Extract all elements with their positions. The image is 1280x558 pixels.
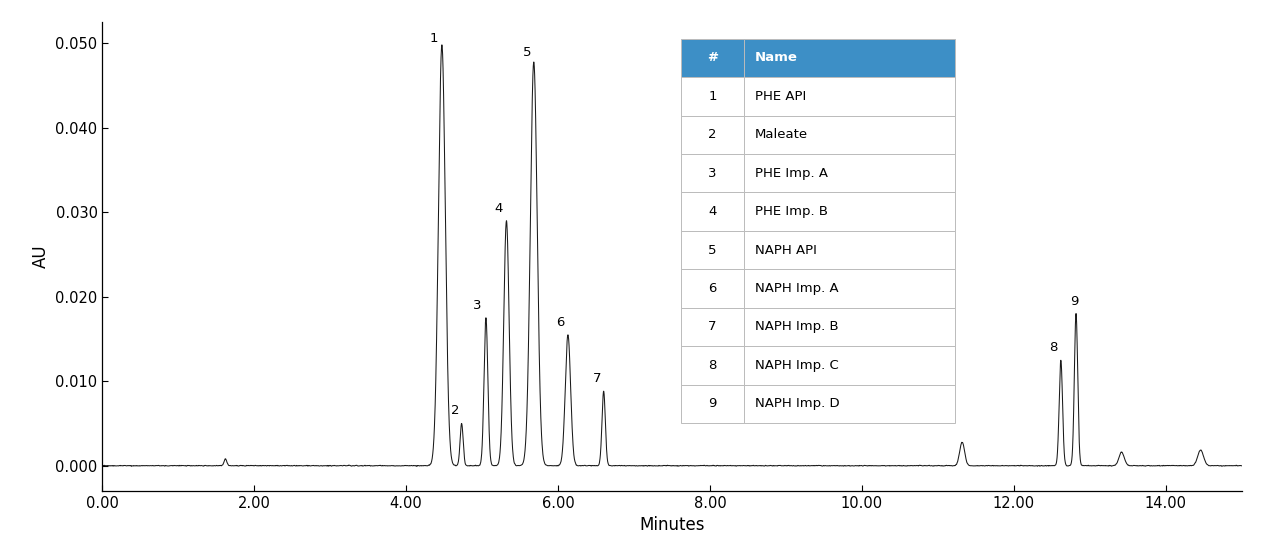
Text: NAPH Imp. A: NAPH Imp. A [755, 282, 838, 295]
Text: PHE Imp. B: PHE Imp. B [755, 205, 828, 218]
Bar [681, 384, 744, 423]
Text: 8: 8 [708, 359, 717, 372]
Bar [744, 346, 955, 384]
Bar [681, 308, 744, 346]
Bar [744, 77, 955, 116]
Text: PHE API: PHE API [755, 90, 806, 103]
Bar [744, 116, 955, 154]
Text: 5: 5 [708, 244, 717, 257]
Bar [681, 154, 744, 193]
Y-axis label: AU: AU [32, 245, 50, 268]
Text: 7: 7 [594, 373, 602, 386]
Text: 4: 4 [708, 205, 717, 218]
Bar [744, 193, 955, 231]
Bar [681, 116, 744, 154]
Bar [681, 346, 744, 384]
Bar [681, 39, 744, 77]
Text: 7: 7 [708, 320, 717, 334]
Bar [744, 270, 955, 308]
Text: NAPH API: NAPH API [755, 244, 817, 257]
Bar [744, 384, 955, 423]
Text: NAPH Imp. D: NAPH Imp. D [755, 397, 840, 410]
Text: 1: 1 [708, 90, 717, 103]
Text: #: # [707, 51, 718, 64]
Text: 2: 2 [708, 128, 717, 141]
Text: 3: 3 [474, 299, 481, 312]
Text: 9: 9 [1070, 295, 1079, 308]
Text: Maleate: Maleate [755, 128, 808, 141]
Text: 3: 3 [708, 167, 717, 180]
Text: PHE Imp. A: PHE Imp. A [755, 167, 828, 180]
Bar [744, 231, 955, 270]
X-axis label: Minutes: Minutes [639, 517, 705, 535]
Text: 4: 4 [494, 202, 502, 215]
Bar [681, 231, 744, 270]
Bar [681, 193, 744, 231]
Text: 8: 8 [1050, 341, 1057, 354]
Bar [744, 39, 955, 77]
Bar [681, 270, 744, 308]
Text: NAPH Imp. B: NAPH Imp. B [755, 320, 838, 334]
Text: 6: 6 [557, 316, 564, 329]
Bar [681, 77, 744, 116]
Bar [744, 154, 955, 193]
Text: 6: 6 [708, 282, 717, 295]
Text: 2: 2 [452, 404, 460, 417]
Text: 5: 5 [522, 46, 531, 59]
Text: 1: 1 [430, 32, 439, 45]
Text: 9: 9 [708, 397, 717, 410]
Text: NAPH Imp. C: NAPH Imp. C [755, 359, 838, 372]
Bar [744, 308, 955, 346]
Text: Name: Name [755, 51, 797, 64]
